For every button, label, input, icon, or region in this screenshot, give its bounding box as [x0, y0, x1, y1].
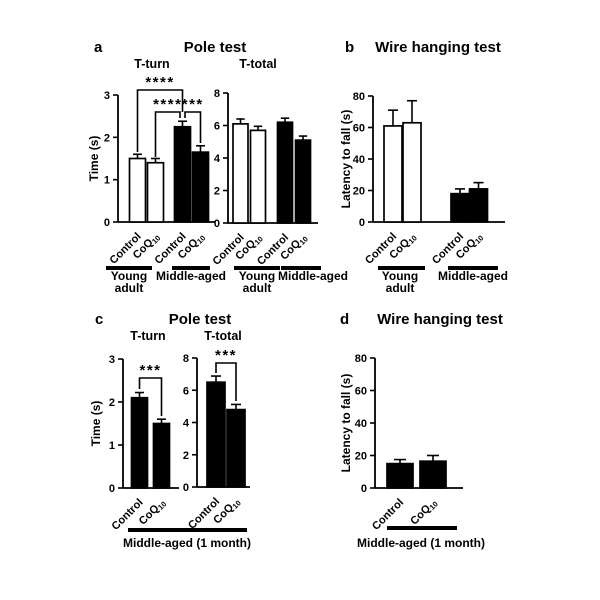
bar — [226, 408, 246, 488]
significance-bracket — [136, 89, 184, 152]
bar — [249, 129, 267, 224]
y-tick-label: 0 — [359, 217, 365, 229]
bar — [294, 139, 312, 224]
panel-a: a Pole test 0 1 2 3 Time (s) T-turn Control CoQ… — [86, 40, 348, 308]
y-tick-label: 20 — [353, 186, 365, 198]
significance-stars: **** — [145, 74, 174, 91]
group-label: Young adult — [382, 269, 418, 295]
y-tick-label: 80 — [355, 353, 367, 365]
y-tick-label: 6 — [183, 385, 189, 397]
bar — [383, 125, 403, 223]
bar — [191, 151, 210, 223]
panel-letter-d: d — [340, 311, 350, 328]
y-tick-label: 8 — [183, 353, 189, 365]
y-tick-label: 8 — [214, 88, 220, 100]
group-label: Young adult — [239, 269, 275, 295]
bar — [419, 460, 447, 489]
significance-bracket — [184, 111, 202, 143]
bar — [232, 123, 249, 224]
panel-b: b Wire hanging test 0 20 40 60 80 Latency to … — [338, 40, 533, 308]
y-tick-label: 20 — [355, 451, 367, 463]
y-tick-label: 40 — [353, 154, 365, 166]
y-tick-label: 0 — [214, 218, 220, 230]
group-label: Middle-aged (1 month) — [357, 536, 485, 550]
y-tick-label: 3 — [104, 90, 110, 102]
y-tick-label: 40 — [355, 418, 367, 430]
bar — [468, 188, 489, 223]
bar — [152, 422, 171, 489]
y-tick-label: 2 — [214, 186, 220, 198]
panel-title-a: Pole test — [183, 39, 247, 56]
panel-letter-c: c — [95, 311, 104, 328]
y-tick-label: 0 — [361, 483, 367, 495]
group-label: Middle-aged — [278, 269, 348, 283]
y-axis-label: Latency to fall (s) — [339, 110, 353, 209]
panel-letter-a: a — [94, 39, 103, 56]
group-label: Middle-aged (1 month) — [123, 536, 251, 550]
group-label: Middle-aged — [438, 269, 508, 283]
y-axis-label: Time (s) — [89, 401, 103, 447]
bar — [276, 121, 294, 224]
bar — [206, 381, 226, 488]
panel-c: c Pole test 0 1 2 3 Time (s) T-turn Control CoQ… — [86, 312, 348, 570]
y-tick-label: 0 — [109, 483, 115, 495]
y-tick-label: 6 — [214, 121, 220, 133]
group-label: Young adult — [111, 269, 147, 295]
panel-title-c: Pole test — [168, 311, 232, 328]
y-tick-label: 2 — [183, 450, 189, 462]
significance-bracket — [154, 111, 181, 157]
y-tick-label: 60 — [353, 123, 365, 135]
y-tick-label: 80 — [353, 91, 365, 103]
y-tick-label: 1 — [104, 175, 110, 187]
y-axis-label: Time (s) — [87, 136, 101, 182]
significance-stars: **** — [153, 96, 182, 113]
subplot-title: T-turn — [130, 329, 165, 343]
bar — [402, 121, 422, 223]
bar — [450, 192, 470, 223]
group-label: Middle-aged — [156, 269, 226, 283]
y-tick-label: 4 — [183, 418, 190, 430]
y-tick-label: 0 — [183, 482, 189, 494]
y-tick-label: 0 — [104, 217, 110, 229]
y-tick-label: 60 — [355, 386, 367, 398]
y-tick-label: 2 — [104, 132, 110, 144]
bar — [173, 125, 192, 223]
subplot-title: T-total — [239, 57, 277, 71]
significance-stars: *** — [215, 347, 237, 364]
bar — [128, 157, 147, 223]
y-tick-label: 1 — [109, 440, 115, 452]
subplot-title: T-total — [204, 329, 242, 343]
significance-bracket — [138, 377, 163, 416]
y-tick-label: 4 — [214, 153, 221, 165]
significance-stars: *** — [182, 96, 204, 113]
subplot-title: T-turn — [134, 57, 169, 71]
y-tick-label: 2 — [109, 397, 115, 409]
panel-letter-b: b — [345, 39, 355, 56]
bar — [130, 396, 149, 489]
y-tick-label: 3 — [109, 354, 115, 366]
bar — [386, 462, 414, 489]
x-category-label: CoQ10 — [408, 497, 440, 529]
bar — [146, 161, 165, 223]
significance-bracket — [215, 362, 237, 401]
panel-title-d: Wire hanging test — [377, 311, 503, 328]
panel-title-b: Wire hanging test — [375, 39, 501, 56]
significance-stars: *** — [139, 362, 161, 379]
panel-d: d Wire hanging test 0 20 40 60 80 Latency to … — [338, 312, 533, 570]
y-axis-label: Latency to fall (s) — [339, 374, 353, 473]
